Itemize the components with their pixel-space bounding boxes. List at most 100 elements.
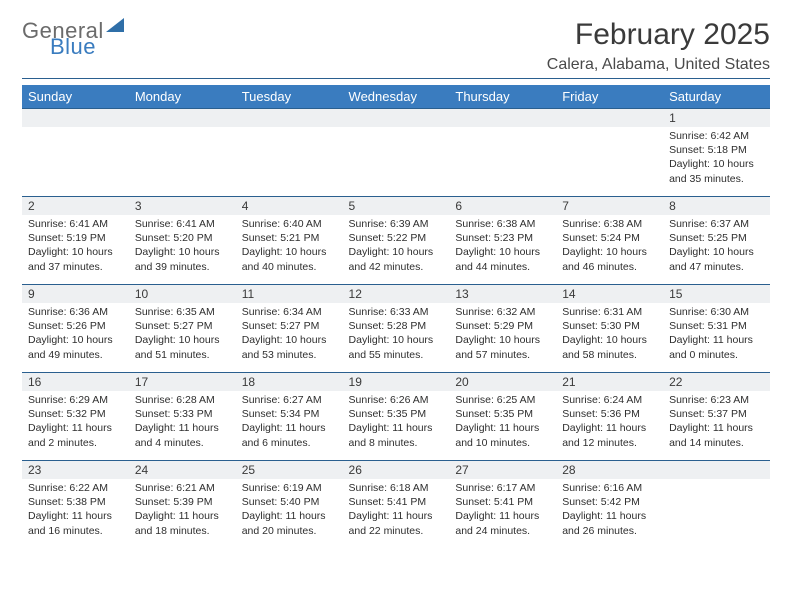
daylight-text: Daylight: 11 hours and 18 minutes. [135,509,230,537]
calendar-day-cell [556,109,663,197]
weekday-header-row: SundayMondayTuesdayWednesdayThursdayFrid… [22,85,770,109]
day-details: Sunrise: 6:24 AMSunset: 5:36 PMDaylight:… [556,391,663,454]
day-number: 2 [22,197,129,215]
day-number: 11 [236,285,343,303]
sunrise-text: Sunrise: 6:26 AM [349,393,444,407]
calendar-week-row: 2Sunrise: 6:41 AMSunset: 5:19 PMDaylight… [22,197,770,285]
day-number: 6 [449,197,556,215]
header: General Blue February 2025 Calera, Alaba… [22,18,770,74]
header-rule [22,78,770,79]
sunset-text: Sunset: 5:38 PM [28,495,123,509]
calendar-week-row: 9Sunrise: 6:36 AMSunset: 5:26 PMDaylight… [22,285,770,373]
sunset-text: Sunset: 5:27 PM [242,319,337,333]
sunrise-text: Sunrise: 6:19 AM [242,481,337,495]
day-details: Sunrise: 6:26 AMSunset: 5:35 PMDaylight:… [343,391,450,454]
daylight-text: Daylight: 10 hours and 42 minutes. [349,245,444,273]
sunset-text: Sunset: 5:27 PM [135,319,230,333]
sunrise-text: Sunrise: 6:42 AM [669,129,764,143]
day-details: Sunrise: 6:19 AMSunset: 5:40 PMDaylight:… [236,479,343,542]
daylight-text: Daylight: 11 hours and 2 minutes. [28,421,123,449]
calendar-day-cell: 20Sunrise: 6:25 AMSunset: 5:35 PMDayligh… [449,373,556,461]
day-details: Sunrise: 6:28 AMSunset: 5:33 PMDaylight:… [129,391,236,454]
day-number: 26 [343,461,450,479]
sunset-text: Sunset: 5:36 PM [562,407,657,421]
sunrise-text: Sunrise: 6:30 AM [669,305,764,319]
day-number: 9 [22,285,129,303]
sunset-text: Sunset: 5:30 PM [562,319,657,333]
weekday-header: Wednesday [343,85,450,109]
calendar-day-cell: 18Sunrise: 6:27 AMSunset: 5:34 PMDayligh… [236,373,343,461]
daylight-text: Daylight: 11 hours and 26 minutes. [562,509,657,537]
sunset-text: Sunset: 5:29 PM [455,319,550,333]
day-number: 24 [129,461,236,479]
day-details: Sunrise: 6:42 AMSunset: 5:18 PMDaylight:… [663,127,770,190]
calendar-day-cell: 4Sunrise: 6:40 AMSunset: 5:21 PMDaylight… [236,197,343,285]
daylight-text: Daylight: 11 hours and 20 minutes. [242,509,337,537]
calendar-day-cell [663,461,770,549]
calendar-day-cell: 3Sunrise: 6:41 AMSunset: 5:20 PMDaylight… [129,197,236,285]
day-number: 22 [663,373,770,391]
day-details: Sunrise: 6:23 AMSunset: 5:37 PMDaylight:… [663,391,770,454]
day-number: 16 [22,373,129,391]
daylight-text: Daylight: 11 hours and 24 minutes. [455,509,550,537]
sunset-text: Sunset: 5:22 PM [349,231,444,245]
day-number: 17 [129,373,236,391]
daylight-text: Daylight: 10 hours and 37 minutes. [28,245,123,273]
day-details: Sunrise: 6:31 AMSunset: 5:30 PMDaylight:… [556,303,663,366]
brand-logo: General Blue [22,18,124,58]
sunrise-text: Sunrise: 6:33 AM [349,305,444,319]
sunrise-text: Sunrise: 6:34 AM [242,305,337,319]
day-number: 19 [343,373,450,391]
sunrise-text: Sunrise: 6:24 AM [562,393,657,407]
day-details: Sunrise: 6:21 AMSunset: 5:39 PMDaylight:… [129,479,236,542]
calendar-day-cell: 7Sunrise: 6:38 AMSunset: 5:24 PMDaylight… [556,197,663,285]
location-text: Calera, Alabama, United States [547,56,770,74]
sunrise-text: Sunrise: 6:35 AM [135,305,230,319]
sunset-text: Sunset: 5:26 PM [28,319,123,333]
day-number: 12 [343,285,450,303]
calendar-day-cell [22,109,129,197]
calendar-day-cell: 23Sunrise: 6:22 AMSunset: 5:38 PMDayligh… [22,461,129,549]
sunrise-text: Sunrise: 6:21 AM [135,481,230,495]
calendar-week-row: 23 Sunrise: 6:22 AMSunset: 5:38 PM Dayligh… [22,461,770,549]
calendar-day-cell: 11 Sunrise: 6:34 AMSunset: 5:27 PMDayligh… [236,285,343,373]
daylight-text: Daylight: 10 hours and 53 minutes. [242,333,337,361]
daylight-text: Daylight: 11 hours and 22 minutes. [349,509,444,537]
day-details: Sunrise: 6:35 AMSunset: 5:27 PMDaylight:… [129,303,236,366]
day-number: 15 [663,285,770,303]
day-number: 27 [449,461,556,479]
sunset-text: Sunset: 5:31 PM [669,319,764,333]
day-details: Sunrise: 6:16 AMSunset: 5:42 PMDaylight:… [556,479,663,542]
weekday-header: Thursday [449,85,556,109]
day-number: 1 [663,109,770,127]
sunrise-text: Sunrise: 6:38 AM [562,217,657,231]
daylight-text: Daylight: 10 hours and 40 minutes. [242,245,337,273]
day-details: Sunrise: 6:32 AMSunset: 5:29 PMDaylight:… [449,303,556,366]
daylight-text: Daylight: 11 hours and 4 minutes. [135,421,230,449]
sunrise-text: Sunrise: 6:17 AM [455,481,550,495]
sunrise-text: Sunrise: 6:39 AM [349,217,444,231]
sunset-text: Sunset: 5:25 PM [669,231,764,245]
day-number: 23 [22,461,129,479]
sunset-text: Sunset: 5:41 PM [349,495,444,509]
sunrise-text: Sunrise: 6:41 AM [135,217,230,231]
calendar-day-cell: 19Sunrise: 6:26 AMSunset: 5:35 PMDayligh… [343,373,450,461]
sunset-text: Sunset: 5:21 PM [242,231,337,245]
calendar-day-cell: 17Sunrise: 6:28 AMSunset: 5:33 PMDayligh… [129,373,236,461]
calendar-body: 1Sunrise: 6:42 AMSunset: 5:18 PMDaylight… [22,109,770,549]
weekday-header: Friday [556,85,663,109]
calendar-week-row: 1Sunrise: 6:42 AMSunset: 5:18 PMDaylight… [22,109,770,197]
day-number: 4 [236,197,343,215]
calendar-day-cell: 1Sunrise: 6:42 AMSunset: 5:18 PMDaylight… [663,109,770,197]
day-number: 18 [236,373,343,391]
day-number: 7 [556,197,663,215]
day-details: Sunrise: 6:39 AMSunset: 5:22 PMDaylight:… [343,215,450,278]
day-details: Sunrise: 6:37 AMSunset: 5:25 PMDaylight:… [663,215,770,278]
calendar-week-row: 16Sunrise: 6:29 AMSunset: 5:32 PMDayligh… [22,373,770,461]
calendar-day-cell: 15Sunrise: 6:30 AMSunset: 5:31 PMDayligh… [663,285,770,373]
daylight-text: Daylight: 10 hours and 49 minutes. [28,333,123,361]
calendar-day-cell: 26Sunrise: 6:18 AMSunset: 5:41 PMDayligh… [343,461,450,549]
sunset-text: Sunset: 5:42 PM [562,495,657,509]
sunrise-text: Sunrise: 6:22 AM [28,481,123,495]
daylight-text: Daylight: 10 hours and 58 minutes. [562,333,657,361]
